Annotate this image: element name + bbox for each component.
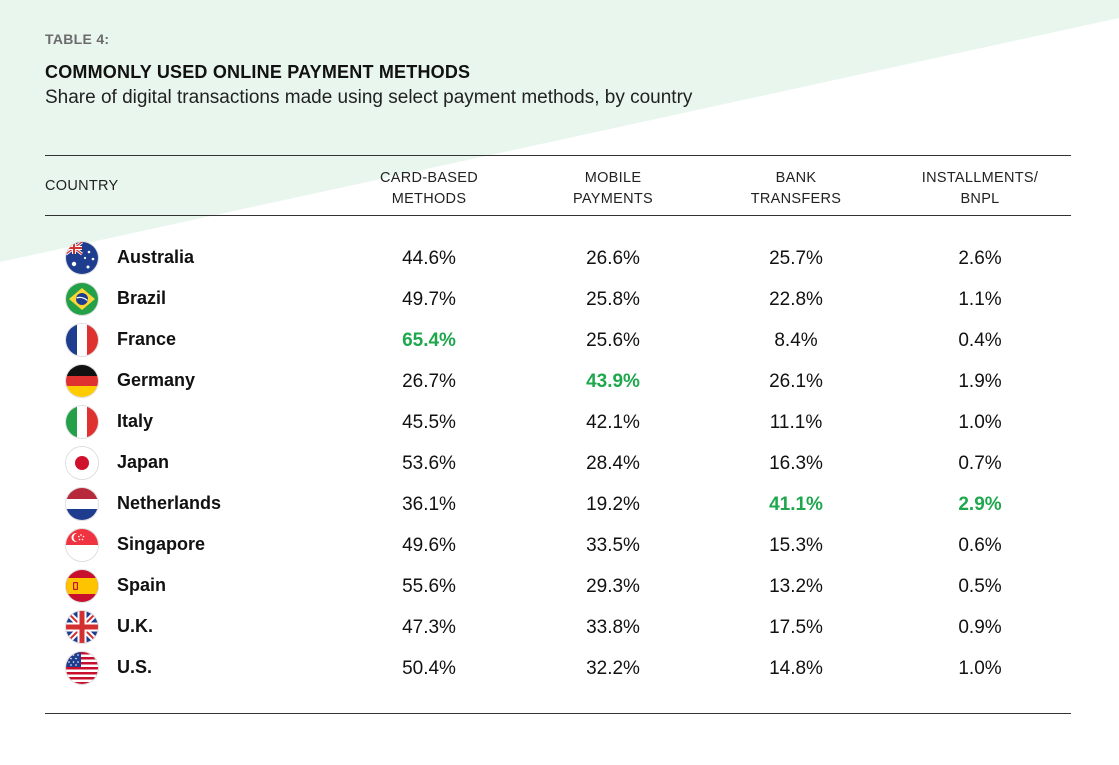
cell-card: 65.4% (402, 330, 456, 351)
cell-mobile: 29.3% (586, 576, 640, 597)
cell-bnpl: 0.6% (958, 535, 1002, 556)
country-name: U.K. (117, 616, 153, 636)
top-divider (45, 155, 1071, 156)
france-flag-icon (66, 324, 98, 356)
country-name: Netherlands (117, 493, 222, 513)
cell-mobile: 32.2% (586, 658, 640, 679)
cell-bank: 15.3% (769, 535, 823, 556)
cell-card: 26.7% (402, 371, 456, 392)
cell-bnpl: 0.5% (958, 576, 1002, 597)
country-name: Japan (117, 452, 170, 472)
table-subtitle: Share of digital transactions made using… (45, 87, 693, 108)
country-name: Italy (117, 411, 154, 431)
cell-card: 55.6% (402, 576, 456, 597)
cell-mobile: 33.5% (586, 535, 640, 556)
table-row: U.S. 50.4% 32.2% 14.8% 1.0% (0, 652, 1119, 693)
cell-mobile: 26.6% (586, 248, 640, 269)
us-flag-icon (66, 652, 98, 684)
table-row: Italy 45.5% 42.1% 11.1% 1.0% (0, 406, 1119, 447)
singapore-flag-icon (66, 529, 98, 561)
table-row: France 65.4% 25.6% 8.4% 0.4% (0, 324, 1119, 365)
australia-flag-icon (66, 242, 98, 274)
cell-bnpl: 1.9% (958, 371, 1002, 392)
cell-card: 47.3% (402, 617, 456, 638)
cell-bank: 8.4% (774, 330, 818, 351)
brazil-flag-icon (66, 283, 98, 315)
cell-mobile: 19.2% (586, 494, 640, 515)
cell-bnpl: 0.4% (958, 330, 1002, 351)
cell-card: 53.6% (402, 453, 456, 474)
column-header-card: CARD-BASED METHODS (379, 170, 479, 207)
table-row: Germany 26.7% 43.9% 26.1% 1.9% (0, 365, 1119, 406)
cell-bnpl: 0.7% (958, 453, 1002, 474)
cell-bnpl: 2.9% (958, 494, 1002, 515)
cell-card: 49.7% (402, 289, 456, 310)
cell-bank: 11.1% (769, 412, 823, 433)
cell-bnpl: 2.6% (958, 248, 1002, 269)
table-title: COMMONLY USED ONLINE PAYMENT METHODS (45, 62, 471, 82)
uk-flag-icon (66, 611, 98, 643)
bottom-divider (45, 713, 1071, 714)
cell-card: 49.6% (402, 535, 456, 556)
cell-bank: 22.8% (769, 289, 823, 310)
column-header-bnpl: INSTALLMENTS/ BNPL (921, 170, 1039, 207)
column-header-bank: BANK TRANSFERS (750, 170, 842, 207)
country-name: U.S. (117, 657, 153, 677)
table-row: Spain 55.6% 29.3% 13.2% 0.5% (0, 570, 1119, 611)
cell-mobile: 25.6% (586, 330, 640, 351)
cell-bank: 26.1% (769, 371, 823, 392)
cell-bnpl: 1.1% (958, 289, 1002, 310)
column-header-mobile: MOBILE PAYMENTS (572, 170, 653, 207)
cell-bnpl: 1.0% (958, 658, 1002, 679)
cell-mobile: 25.8% (586, 289, 640, 310)
column-header-country: COUNTRY (45, 178, 119, 194)
cell-mobile: 43.9% (586, 371, 640, 392)
cell-card: 50.4% (402, 658, 456, 679)
country-name: Spain (117, 575, 167, 595)
japan-flag-icon (66, 447, 98, 479)
spain-flag-icon (66, 570, 98, 602)
country-name: Singapore (117, 534, 206, 554)
cell-bank: 16.3% (769, 453, 823, 474)
cell-bank: 25.7% (769, 248, 823, 269)
table-row: U.K. 47.3% 33.8% 17.5% 0.9% (0, 611, 1119, 652)
cell-mobile: 42.1% (586, 412, 640, 433)
country-name: Brazil (117, 288, 167, 308)
header-divider (45, 215, 1071, 216)
table-label: TABLE 4: (45, 31, 110, 47)
cell-card: 44.6% (402, 248, 456, 269)
table-row: Australia 44.6% 26.6% 25.7% 2.6% (0, 242, 1119, 283)
cell-bank: 14.8% (769, 658, 823, 679)
netherlands-flag-icon (66, 488, 98, 520)
cell-bank: 13.2% (769, 576, 823, 597)
cell-bnpl: 0.9% (958, 617, 1002, 638)
germany-flag-icon (66, 365, 98, 397)
cell-mobile: 28.4% (586, 453, 640, 474)
cell-card: 36.1% (402, 494, 456, 515)
cell-card: 45.5% (402, 412, 456, 433)
table-row: Brazil 49.7% 25.8% 22.8% 1.1% (0, 283, 1119, 324)
country-name: Germany (117, 370, 196, 390)
cell-bank: 17.5% (769, 617, 823, 638)
table-row: Netherlands 36.1% 19.2% 41.1% 2.9% (0, 488, 1119, 529)
italy-flag-icon (66, 406, 98, 438)
table-row: Japan 53.6% 28.4% 16.3% 0.7% (0, 447, 1119, 488)
country-name: France (117, 329, 177, 349)
table-row: Singapore 49.6% 33.5% 15.3% 0.6% (0, 529, 1119, 570)
cell-bnpl: 1.0% (958, 412, 1002, 433)
country-name: Australia (117, 247, 195, 267)
cell-mobile: 33.8% (586, 617, 640, 638)
cell-bank: 41.1% (769, 494, 823, 515)
